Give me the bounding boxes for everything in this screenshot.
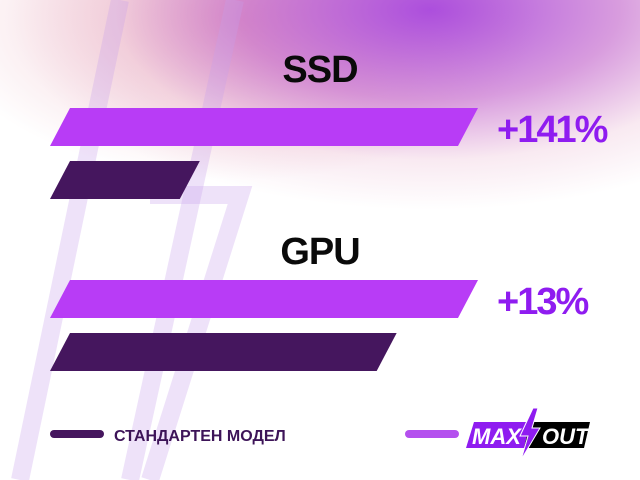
logo-text-max: MAX	[472, 424, 522, 449]
logo-text-out: OUT	[542, 424, 590, 449]
maxout-logo: MAX OUT	[466, 407, 590, 461]
legend-swatch-standard	[50, 430, 104, 438]
category-label-ssd: SSD	[282, 49, 357, 91]
data-label-gpu: +13%	[497, 281, 588, 323]
bar-gpu-standard	[50, 333, 397, 371]
legend: СТАНДАРТЕН МОДЕЛ MAX OUT	[50, 407, 590, 461]
legend-label-standard: СТАНДАРТЕН МОДЕЛ	[114, 428, 286, 445]
category-label-gpu: GPU	[280, 231, 359, 273]
bar-ssd-standard	[50, 161, 200, 199]
data-label-ssd: +141%	[497, 109, 608, 151]
legend-swatch-maxout	[405, 430, 459, 438]
bar-gpu-maxout	[50, 280, 478, 318]
bar-ssd-maxout	[50, 108, 478, 146]
decorative-stripes	[11, 0, 253, 480]
